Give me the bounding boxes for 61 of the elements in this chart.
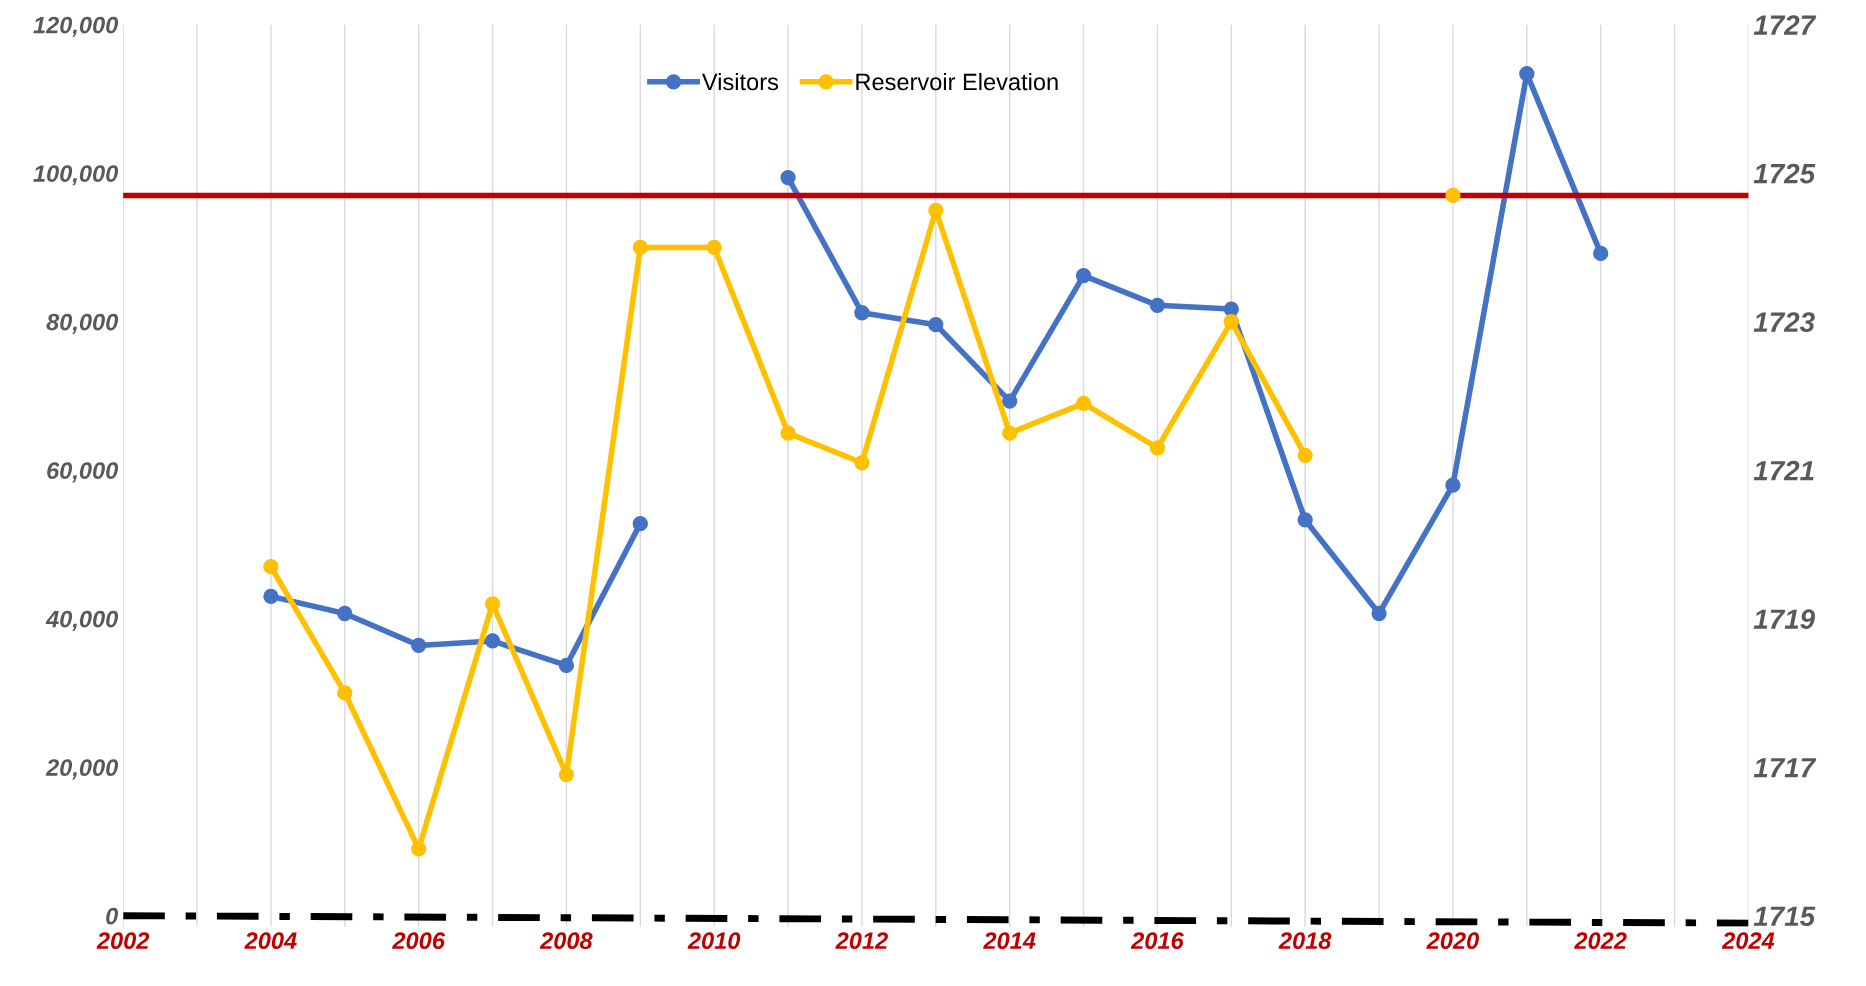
point (706, 239, 722, 256)
x-tick-label: 2024 (1721, 932, 1775, 950)
point (411, 841, 427, 857)
x-tick-label: 2004 (244, 932, 297, 950)
x-tick-label: 2010 (687, 932, 741, 950)
x-tick-label: 2006 (392, 932, 446, 950)
point (1002, 393, 1018, 409)
y2-tick-label: 1721 (1753, 460, 1814, 481)
y2-tick-label: 1725 (1753, 163, 1816, 184)
point (854, 305, 870, 321)
point (1445, 187, 1461, 204)
point (1075, 267, 1092, 284)
x-tick-label: 2022 (1574, 932, 1627, 950)
y-tick-label: 60,000 (47, 462, 119, 483)
point (1075, 395, 1092, 411)
point (928, 316, 944, 333)
y-tick-label: 40,000 (45, 610, 119, 631)
point (263, 559, 279, 575)
y2-tick-label: 1715 (1753, 906, 1816, 927)
x-tick-label: 2012 (835, 932, 888, 950)
point (854, 455, 870, 471)
y2-tick-label: 1719 (1753, 609, 1815, 630)
point (1149, 440, 1166, 456)
y-tick-label: 0 (106, 907, 119, 925)
point (632, 239, 648, 256)
point (1445, 477, 1461, 493)
point (632, 515, 648, 532)
x-tick-label: 2014 (983, 932, 1036, 950)
point (558, 766, 575, 783)
y2-tick-label: 1727 (1753, 15, 1817, 35)
point (1593, 245, 1609, 261)
point (928, 202, 944, 218)
point (1297, 512, 1313, 528)
point (1519, 66, 1535, 82)
point (1223, 314, 1239, 330)
x-tick-label: 2020 (1426, 932, 1479, 950)
point (411, 637, 427, 654)
point (1297, 447, 1313, 463)
x-tick-label: 2002 (96, 932, 150, 950)
point (484, 633, 501, 649)
point (337, 685, 353, 701)
point (263, 588, 279, 605)
point (1002, 425, 1018, 441)
y-tick-label: 80,000 (46, 313, 119, 334)
point (337, 605, 353, 622)
x-tick-label: 2016 (1130, 932, 1184, 950)
point (1371, 605, 1387, 622)
point (484, 596, 501, 612)
y2-tick-label: 1723 (1753, 312, 1815, 333)
x-tick-label: 2008 (539, 932, 593, 950)
legend-label: Visitors (701, 72, 779, 91)
y2-tick-label: 1717 (1753, 758, 1817, 778)
legend-label: Reservoir Elevation (856, 72, 1058, 91)
y-tick-label: 120,000 (33, 16, 119, 37)
point (780, 425, 796, 441)
point (558, 657, 575, 674)
y-tick-label: 20,000 (45, 759, 119, 780)
point (1149, 297, 1166, 313)
y-tick-label: 100,000 (33, 165, 119, 186)
point (780, 169, 796, 186)
x-tick-label: 2018 (1278, 932, 1332, 950)
